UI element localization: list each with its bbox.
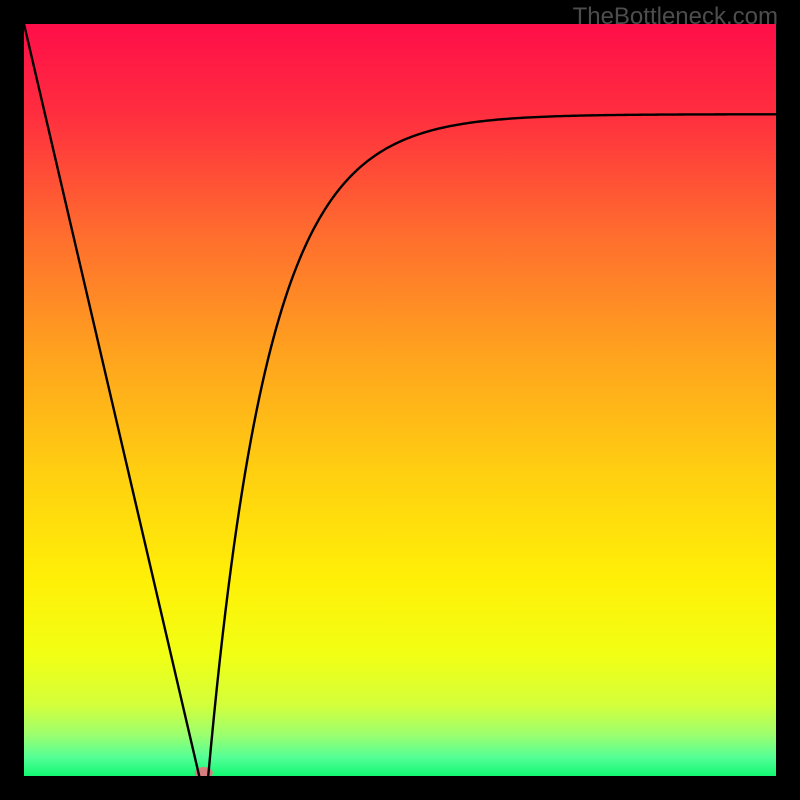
chart-root: TheBottleneck.com [0,0,800,800]
chart-svg [0,0,800,800]
plot-background [24,24,776,776]
watermark-text: TheBottleneck.com [573,3,778,31]
